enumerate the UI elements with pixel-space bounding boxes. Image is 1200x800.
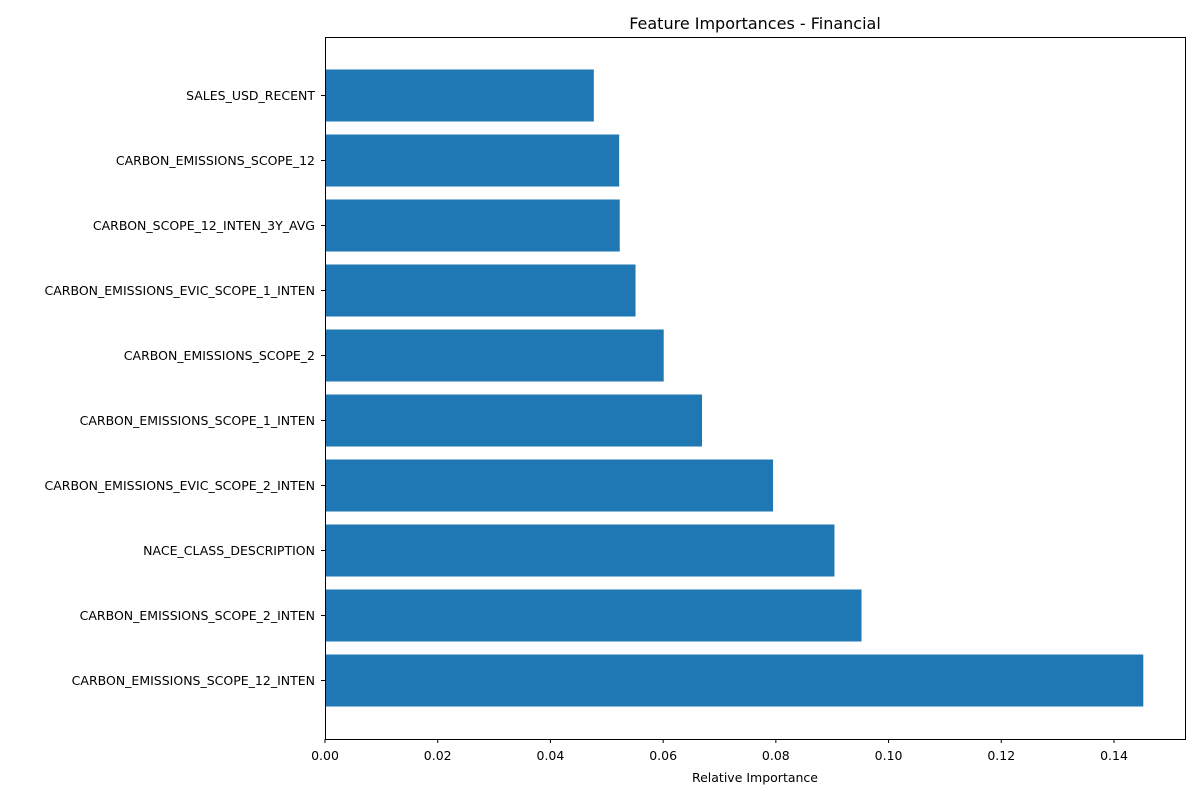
bar-carbon-emissions-scope-2-inten	[325, 589, 862, 642]
chart-title: Feature Importances - Financial	[629, 14, 881, 33]
bar-carbon-scope-12-inten-3y-avg	[325, 199, 620, 252]
y-tick-label: CARBON_EMISSIONS_EVIC_SCOPE_2_INTEN	[45, 478, 315, 493]
y-tick-label: CARBON_EMISSIONS_SCOPE_12	[116, 153, 315, 168]
bar-sales-usd-recent	[325, 69, 594, 122]
y-tick-label: CARBON_EMISSIONS_SCOPE_2_INTEN	[80, 608, 315, 623]
bars-group	[325, 69, 1144, 707]
x-tick-label: 0.10	[875, 748, 903, 763]
x-tick-label: 0.08	[762, 748, 790, 763]
x-tick-label: 0.02	[424, 748, 452, 763]
x-axis-label: Relative Importance	[692, 770, 818, 785]
x-tick-label: 0.06	[649, 748, 677, 763]
x-axis-ticks: 0.00 0.02 0.04 0.06 0.08 0.10 0.12 0.14	[311, 739, 1128, 763]
bar-carbon-emissions-scope-2	[325, 329, 664, 382]
bar-carbon-emissions-scope-12	[325, 134, 620, 187]
x-tick-label: 0.12	[987, 748, 1015, 763]
bar-carbon-emissions-scope-12-inten	[325, 654, 1144, 707]
y-tick-label: CARBON_EMISSIONS_SCOPE_1_INTEN	[80, 413, 315, 428]
y-tick-label: SALES_USD_RECENT	[186, 88, 315, 103]
y-tick-label: CARBON_EMISSIONS_SCOPE_2	[124, 348, 315, 363]
y-tick-label: NACE_CLASS_DESCRIPTION	[143, 543, 315, 558]
bar-carbon-emissions-evic-scope-2-inten	[325, 459, 774, 512]
y-tick-label: CARBON_EMISSIONS_SCOPE_12_INTEN	[72, 673, 315, 688]
bar-carbon-emissions-evic-scope-1-inten	[325, 264, 636, 317]
y-tick-label: CARBON_SCOPE_12_INTEN_3Y_AVG	[93, 218, 315, 233]
x-tick-label: 0.04	[537, 748, 565, 763]
y-axis-ticks: CARBON_EMISSIONS_SCOPE_12_INTEN CARBON_EM…	[45, 88, 325, 688]
y-tick-label: CARBON_EMISSIONS_EVIC_SCOPE_1_INTEN	[45, 283, 315, 298]
plot-frame	[325, 37, 1186, 740]
bar-nace-class-description	[325, 524, 835, 577]
bar-carbon-emissions-scope-1-inten	[325, 394, 703, 447]
x-tick-label: 0.14	[1100, 748, 1128, 763]
x-tick-label: 0.00	[311, 748, 339, 763]
